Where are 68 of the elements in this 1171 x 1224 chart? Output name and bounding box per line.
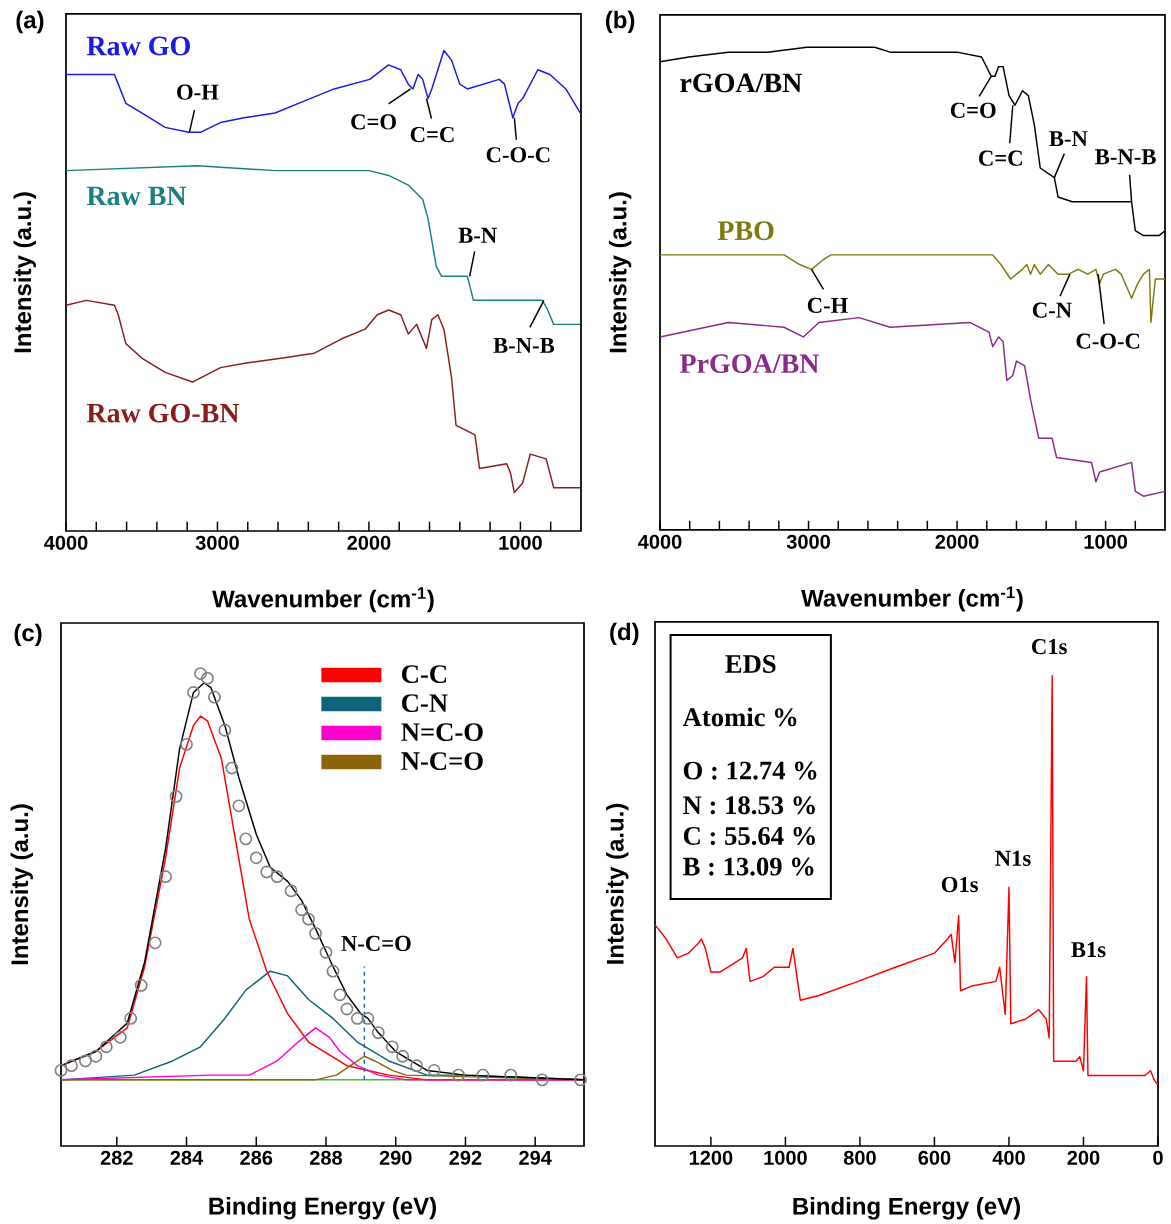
legend-label: N=C-O bbox=[401, 723, 483, 742]
x-tick-label: 1000 bbox=[764, 1150, 807, 1165]
x-tick-label: 3000 bbox=[786, 534, 830, 549]
chart-title: (a) bbox=[16, 10, 44, 34]
text: EDS bbox=[725, 654, 776, 673]
annotation: C-H bbox=[807, 297, 848, 313]
series-label: rGOA/BN bbox=[680, 73, 802, 93]
annotation: B-N-B bbox=[1095, 149, 1156, 165]
chart-title: (b) bbox=[605, 10, 635, 34]
x-tick-label: 3000 bbox=[195, 535, 239, 550]
x-tick-label: 4000 bbox=[638, 534, 682, 549]
x-tick-label: 288 bbox=[309, 1150, 343, 1165]
x-tick-label: 1000 bbox=[499, 535, 542, 550]
annotation: B : 13.09 % bbox=[683, 857, 814, 876]
x-tick-label: 292 bbox=[449, 1150, 482, 1165]
x-axis-title: Wavenumber (cm$^{-1}$) bbox=[801, 586, 1023, 612]
x-axis-title: Binding Energy (eV) bbox=[793, 1197, 1020, 1220]
annotation: C=O bbox=[351, 114, 396, 130]
annotation: C-N bbox=[1032, 302, 1072, 318]
annotation: B-N bbox=[458, 227, 497, 243]
x-tick-label: 4000 bbox=[44, 535, 88, 550]
x-tick-label: 600 bbox=[918, 1150, 951, 1165]
series-label: PBO bbox=[717, 221, 774, 241]
annotation: Atomic % bbox=[682, 707, 797, 727]
series-label: Raw GO-BN bbox=[86, 403, 240, 423]
annotation: C=O bbox=[950, 102, 996, 118]
x-tick-label: 1200 bbox=[689, 1150, 733, 1165]
annotation: C=C bbox=[979, 150, 1022, 166]
y-axis-title: Intensity (a.u.) bbox=[10, 804, 33, 965]
annotation: C=C bbox=[410, 126, 454, 143]
x-tick-label: 2000 bbox=[935, 534, 979, 549]
x-tick-label: 294 bbox=[519, 1150, 552, 1165]
chart-title: (d) bbox=[610, 622, 639, 646]
x-tick-label: 200 bbox=[1067, 1150, 1100, 1165]
chart-title: (c) bbox=[14, 623, 42, 647]
annotation: O-H bbox=[177, 84, 219, 100]
annotation: O1s bbox=[941, 876, 978, 893]
annotation: N : 18.53 % bbox=[683, 796, 815, 815]
annotation: N-C=O bbox=[341, 935, 411, 952]
x-tick-label: 284 bbox=[170, 1150, 204, 1165]
x-tick-label: 286 bbox=[240, 1150, 273, 1165]
x-tick-label: 282 bbox=[100, 1150, 133, 1165]
series-label: Raw BN bbox=[86, 186, 187, 206]
x-axis-title: Binding Energy (eV) bbox=[209, 1196, 436, 1220]
annotation: C : 55.64 % bbox=[683, 826, 815, 846]
x-tick-label: 400 bbox=[992, 1150, 1025, 1165]
legend-label: C-N bbox=[402, 694, 448, 713]
annotation: O : 12.74 % bbox=[683, 761, 817, 780]
x-axis-title: Wavenumber (cm$^{-1}$) bbox=[212, 587, 434, 613]
x-tick-label: 800 bbox=[843, 1150, 876, 1165]
y-axis-title: Intensity (a.u.) bbox=[606, 803, 629, 964]
annotation: B1s bbox=[1071, 942, 1106, 958]
annotation: C1s bbox=[1032, 639, 1067, 655]
x-tick-label: 2000 bbox=[347, 535, 391, 550]
legend-label: C-C bbox=[402, 665, 447, 684]
annotation: B-N bbox=[1049, 131, 1088, 147]
x-tick-label: 290 bbox=[379, 1150, 412, 1165]
y-axis-title: Intensity (a.u.) bbox=[13, 192, 36, 353]
series-label: Raw GO bbox=[86, 36, 190, 56]
series-label: PrGOA/BN bbox=[679, 354, 820, 374]
legend-label: N-C=O bbox=[401, 752, 483, 771]
annotation: C-O-C bbox=[486, 147, 550, 163]
y-axis-title: Intensity (a.u.) bbox=[608, 192, 632, 353]
x-tick-label: 0 bbox=[1153, 1150, 1163, 1165]
annotation: N1s bbox=[995, 850, 1031, 866]
annotation: B-N-B bbox=[493, 337, 555, 353]
x-tick-label: 1000 bbox=[1084, 534, 1127, 549]
annotation: C-O-C bbox=[1076, 333, 1140, 349]
